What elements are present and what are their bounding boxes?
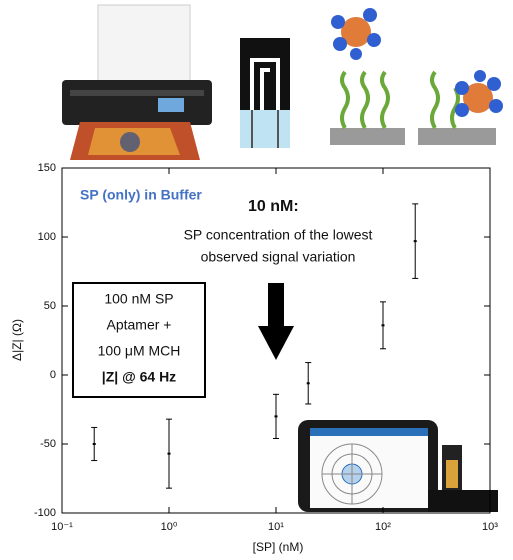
printer-illustration — [62, 5, 212, 160]
y-tick-label: -100 — [34, 507, 56, 519]
conditions-text: 100 nM SP — [104, 291, 173, 307]
y-tick-label: 50 — [44, 300, 56, 312]
x-axis-label: [SP] (nM) — [253, 540, 304, 554]
phone-photo — [298, 420, 498, 512]
threshold-text: observed signal variation — [201, 249, 356, 265]
series-note: SP (only) in Buffer — [80, 187, 202, 203]
figure: SP (only) in Buffer 10 nM: SP concentrat… — [0, 0, 513, 560]
y-tick-label: -50 — [40, 438, 56, 450]
y-tick-label: 150 — [38, 162, 56, 174]
conditions-text: Aptamer + — [107, 317, 172, 333]
x-tick-label: 10³ — [482, 521, 498, 533]
threshold-title: 10 nM: — [248, 198, 299, 215]
y-tick-label: 100 — [38, 231, 56, 243]
y-tick-label: 0 — [50, 369, 56, 381]
x-tick-label: 10¹ — [268, 521, 284, 533]
electrode-illustration — [240, 38, 290, 148]
conditions-text: 100 μM MCH — [98, 343, 181, 359]
x-tick-label: 10⁰ — [161, 521, 178, 533]
y-axis-label: Δ|Z| (Ω) — [10, 319, 24, 361]
x-tick-label: 10⁻¹ — [51, 521, 73, 533]
threshold-text: SP concentration of the lowest — [184, 227, 373, 243]
arrow — [258, 283, 294, 360]
aptamer-illustration — [330, 8, 503, 145]
x-tick-label: 10² — [375, 521, 391, 533]
conditions-text: |Z| @ 64 Hz — [102, 369, 176, 385]
